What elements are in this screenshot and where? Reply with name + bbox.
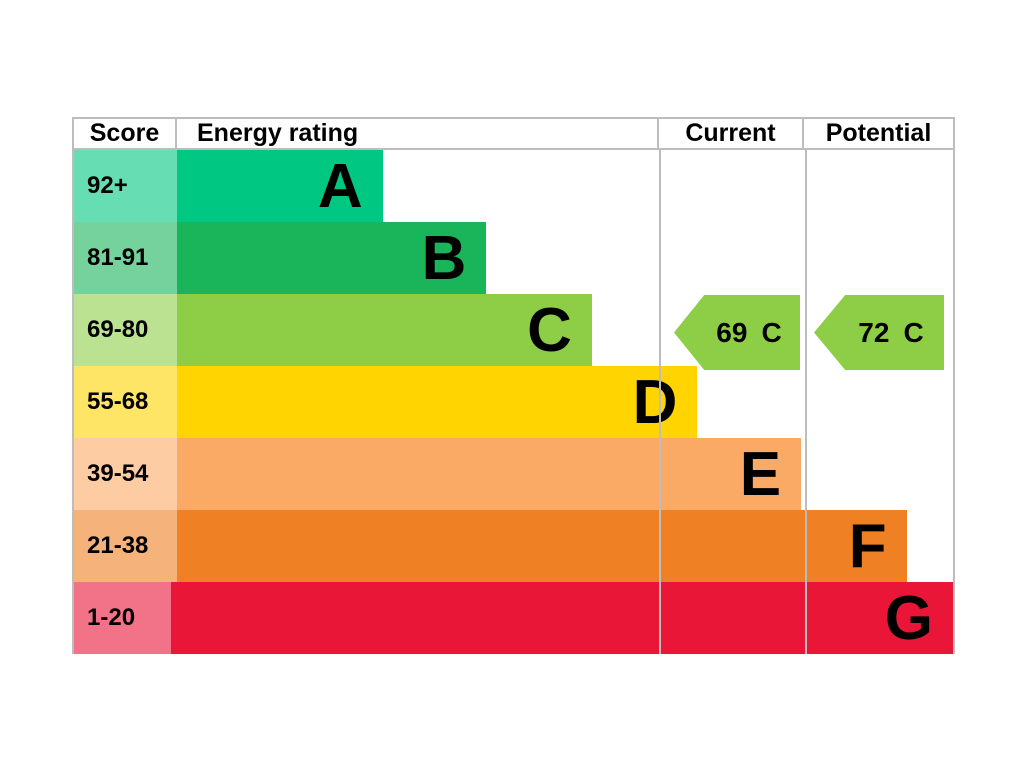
rating-bar-d: D (177, 366, 698, 438)
rating-scale: 92+ A 81-91 B 69-80 C 55-68 D 39-54 E 21… (74, 150, 953, 654)
band-row-b: 81-91 B (74, 222, 953, 294)
table-header-row: Score Energy rating Current Potential (74, 119, 953, 150)
potential-rating-letter: C (903, 316, 924, 348)
current-rating-value: 69 (716, 316, 748, 348)
band-row-g: 1-20 G (74, 582, 953, 654)
potential-column-divider (805, 150, 807, 654)
rating-bar-c: C (177, 294, 592, 366)
rating-bar-a: A (177, 150, 383, 222)
potential-column-header: Potential (825, 119, 932, 147)
rating-bar-b: B (177, 222, 487, 294)
rating-bar-e: E (177, 438, 802, 510)
score-range-label: 1-20 (74, 582, 172, 654)
band-row-a: 92+ A (74, 150, 953, 222)
band-row-c: 69-80 C (74, 294, 953, 366)
rating-bar-f: F (177, 510, 907, 582)
potential-rating-arrow: 72 C (814, 295, 944, 370)
score-range-label: 92+ (74, 150, 177, 222)
current-rating-letter: C (761, 316, 782, 348)
rating-bar-g: G (171, 582, 953, 654)
current-column-header: Current (659, 119, 804, 148)
potential-rating-value: 72 (858, 316, 890, 348)
score-range-label: 39-54 (74, 438, 177, 510)
band-row-f: 21-38 F (74, 510, 953, 582)
score-range-label: 55-68 (74, 366, 177, 438)
band-row-e: 39-54 E (74, 438, 953, 510)
score-range-label: 69-80 (74, 294, 177, 366)
current-column-divider (659, 150, 661, 654)
score-range-label: 81-91 (74, 222, 177, 294)
band-row-d: 55-68 D (74, 366, 953, 438)
energy-rating-column-header: Energy rating (177, 119, 659, 148)
score-column-header: Score (74, 119, 177, 148)
epc-table: Score Energy rating Current Potential 92… (72, 117, 955, 654)
current-rating-arrow: 69 C (674, 295, 800, 370)
score-range-label: 21-38 (74, 510, 177, 582)
